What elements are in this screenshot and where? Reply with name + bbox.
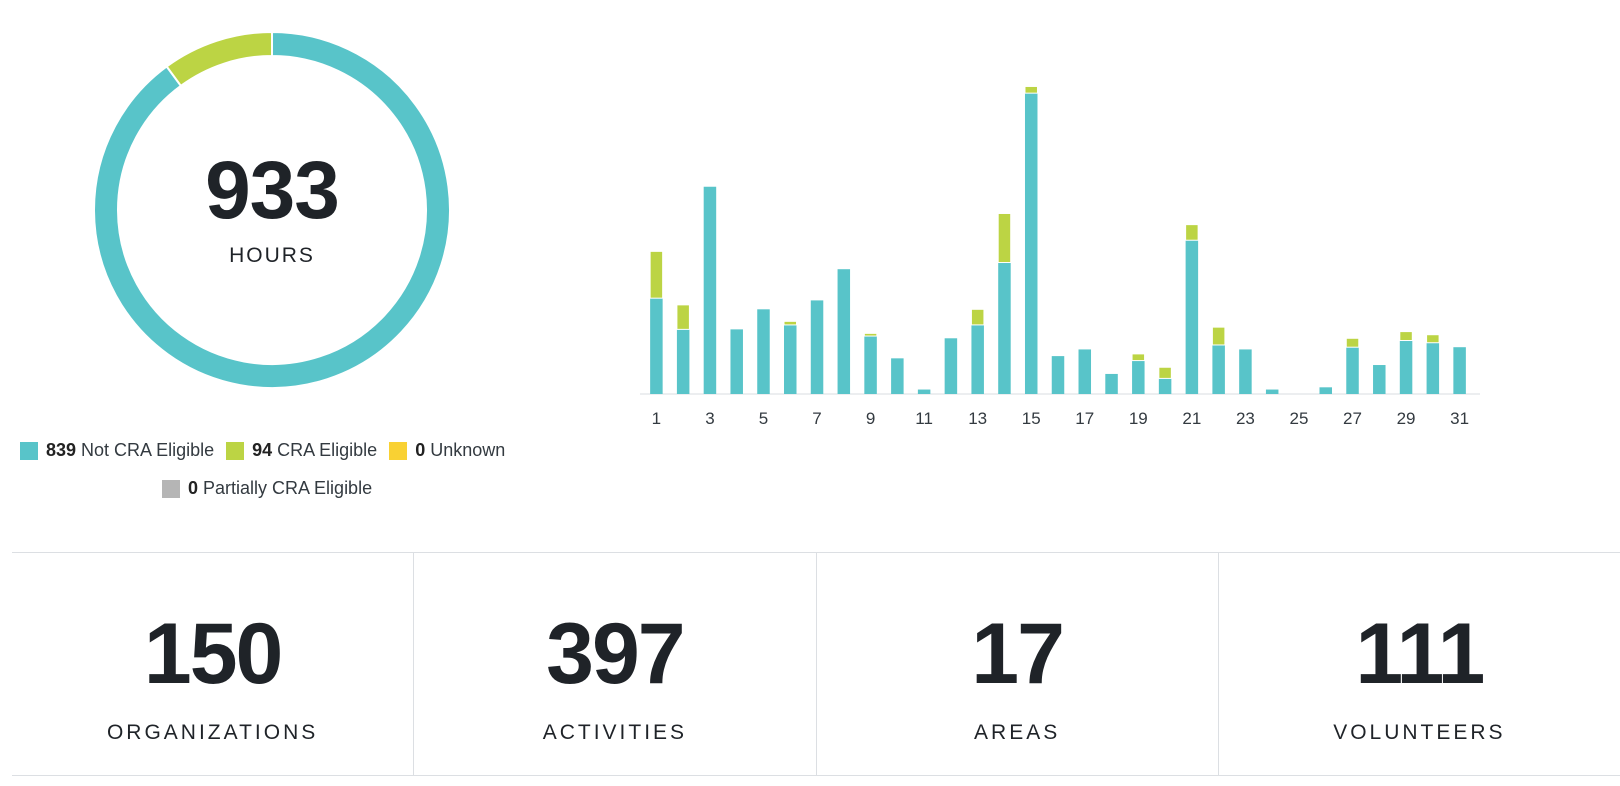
x-tick-label: 13 — [968, 409, 987, 428]
bar-segment-day-18-not-cra[interactable] — [1105, 373, 1118, 394]
bar-segment-day-6-not-cra[interactable] — [784, 324, 797, 394]
bar-segment-day-15-cra[interactable] — [1024, 85, 1038, 94]
hours-donut-chart — [93, 30, 451, 389]
legend-swatch — [20, 441, 38, 460]
x-tick-label: 5 — [759, 409, 768, 428]
legend-swatch — [226, 441, 245, 460]
donut-slice-not-cra-eligible[interactable] — [93, 30, 451, 389]
donut-legend-row-2: 0 Partially CRA Eligible — [162, 478, 384, 499]
bar-segment-day-10-not-cra[interactable] — [891, 358, 904, 394]
bar-segment-day-14-not-cra[interactable] — [998, 262, 1011, 394]
bar-segment-day-21-not-cra[interactable] — [1185, 240, 1199, 394]
bar-segment-day-27-not-cra[interactable] — [1346, 347, 1359, 394]
bar-segment-day-24-not-cra[interactable] — [1265, 389, 1279, 394]
legend-item-unknown: 0 Unknown — [389, 440, 505, 461]
bar-segment-day-2-not-cra[interactable] — [676, 329, 690, 394]
bar-segment-day-6-cra[interactable] — [783, 320, 798, 326]
bar-segment-day-20-cra[interactable] — [1158, 366, 1172, 379]
stats-row: 150 ORGANIZATIONS 397 ACTIVITIES 17 AREA… — [12, 552, 1620, 776]
hours-donut-panel: 933 HOURS — [0, 0, 560, 420]
bar-segment-day-12-not-cra[interactable] — [944, 338, 958, 394]
bar-segment-day-15-not-cra[interactable] — [1024, 93, 1038, 394]
bar-segment-day-1-cra[interactable] — [649, 250, 664, 299]
x-tick-label: 3 — [705, 409, 714, 428]
legend-item-not-cra: 839 Not CRA Eligible — [20, 440, 214, 461]
bar-segment-day-29-cra[interactable] — [1399, 331, 1413, 342]
stat-value: 150 — [143, 606, 284, 702]
stat-label: AREAS — [974, 721, 1061, 744]
bar-segment-day-26-not-cra[interactable] — [1319, 387, 1332, 394]
bar-segment-day-11-not-cra[interactable] — [917, 389, 931, 394]
total-hours-label: HOURS — [229, 244, 315, 267]
bar-segment-day-31-not-cra[interactable] — [1453, 347, 1466, 394]
donut-slice-cra-eligible[interactable] — [165, 30, 273, 88]
x-tick-label: 17 — [1075, 409, 1094, 428]
x-tick-label: 25 — [1290, 409, 1309, 428]
donut-legend: 839 Not CRA Eligible 94 CRA Eligible 0 U… — [20, 440, 517, 461]
bar-segment-day-17-not-cra[interactable] — [1078, 349, 1092, 394]
x-tick-label: 1 — [652, 409, 661, 428]
x-tick-label: 29 — [1397, 409, 1416, 428]
x-tick-label: 31 — [1450, 409, 1469, 428]
bar-segment-day-30-cra[interactable] — [1426, 334, 1440, 344]
bar-segment-day-5-not-cra[interactable] — [757, 309, 770, 394]
legend-label: Partially CRA Eligible — [203, 478, 373, 498]
stat-organizations: 150 ORGANIZATIONS — [12, 553, 415, 775]
bar-segment-day-19-not-cra[interactable] — [1132, 360, 1145, 394]
bar-segment-day-4-not-cra[interactable] — [730, 329, 743, 394]
x-tick-label: 27 — [1343, 409, 1362, 428]
stat-value: 397 — [546, 606, 686, 702]
bar-segment-day-29-not-cra[interactable] — [1399, 340, 1413, 394]
bar-segment-day-16-not-cra[interactable] — [1051, 356, 1065, 394]
total-hours-value: 933 — [205, 145, 340, 236]
x-tick-label: 19 — [1129, 409, 1148, 428]
x-tick-label: 7 — [812, 409, 821, 428]
stat-value: 17 — [971, 606, 1065, 702]
x-tick-label: 23 — [1236, 409, 1255, 428]
legend-label: Not CRA Eligible — [81, 440, 215, 460]
bar-segment-day-2-cra[interactable] — [676, 304, 690, 330]
stat-label: ACTIVITIES — [542, 721, 688, 744]
x-tick-label: 15 — [1022, 409, 1041, 428]
bar-segment-day-1-not-cra[interactable] — [650, 298, 663, 394]
stat-label: ORGANIZATIONS — [106, 721, 319, 744]
bar-segment-day-22-not-cra[interactable] — [1212, 344, 1225, 394]
legend-swatch — [389, 441, 408, 460]
bar-segment-day-21-cra[interactable] — [1185, 224, 1199, 241]
daily-hours-bar-chart: 1 3 5 7 9 11 13 15 17 19 21 23 25 27 29 31 — [640, 85, 1480, 428]
bar-segment-day-30-not-cra[interactable] — [1426, 342, 1440, 394]
bar-segment-day-3-not-cra[interactable] — [703, 186, 717, 394]
stat-label: VOLUNTEERS — [1333, 721, 1506, 744]
bar-segment-day-13-not-cra[interactable] — [971, 324, 984, 394]
stat-value: 111 — [1355, 606, 1485, 702]
legend-value: 839 — [46, 440, 77, 460]
bar-segment-day-13-cra[interactable] — [970, 308, 985, 326]
bar-segment-day-9-not-cra[interactable] — [864, 336, 877, 394]
bar-segment-day-22-cra[interactable] — [1211, 326, 1226, 346]
bar-segment-day-28-not-cra[interactable] — [1373, 365, 1386, 394]
stat-areas: 17 AREAS — [817, 553, 1219, 775]
bar-segment-day-23-not-cra[interactable] — [1239, 349, 1252, 394]
legend-label: Unknown — [430, 440, 506, 460]
bar-segment-day-20-not-cra[interactable] — [1158, 378, 1172, 394]
stat-volunteers: 111 VOLUNTEERS — [1219, 553, 1620, 775]
bar-segment-day-8-not-cra[interactable] — [837, 269, 851, 394]
legend-item-partial: 0 Partially CRA Eligible — [162, 478, 372, 499]
bar-segment-day-9-cra[interactable] — [863, 332, 878, 337]
bar-segment-day-14-cra[interactable] — [997, 212, 1012, 264]
x-tick-label: 9 — [866, 409, 875, 428]
x-tick-label: 21 — [1182, 409, 1201, 428]
bar-segment-day-7-not-cra[interactable] — [810, 300, 824, 394]
legend-value: 0 — [188, 478, 199, 498]
bar-segment-day-19-cra[interactable] — [1131, 353, 1146, 362]
legend-item-cra: 94 CRA Eligible — [226, 440, 377, 461]
bar-segment-day-27-cra[interactable] — [1345, 337, 1360, 348]
legend-label: CRA Eligible — [277, 440, 378, 460]
x-tick-label: 11 — [915, 409, 933, 428]
stat-activities: 397 ACTIVITIES — [414, 553, 817, 775]
legend-value: 94 — [252, 440, 273, 460]
legend-swatch — [162, 479, 180, 498]
legend-value: 0 — [415, 440, 426, 460]
